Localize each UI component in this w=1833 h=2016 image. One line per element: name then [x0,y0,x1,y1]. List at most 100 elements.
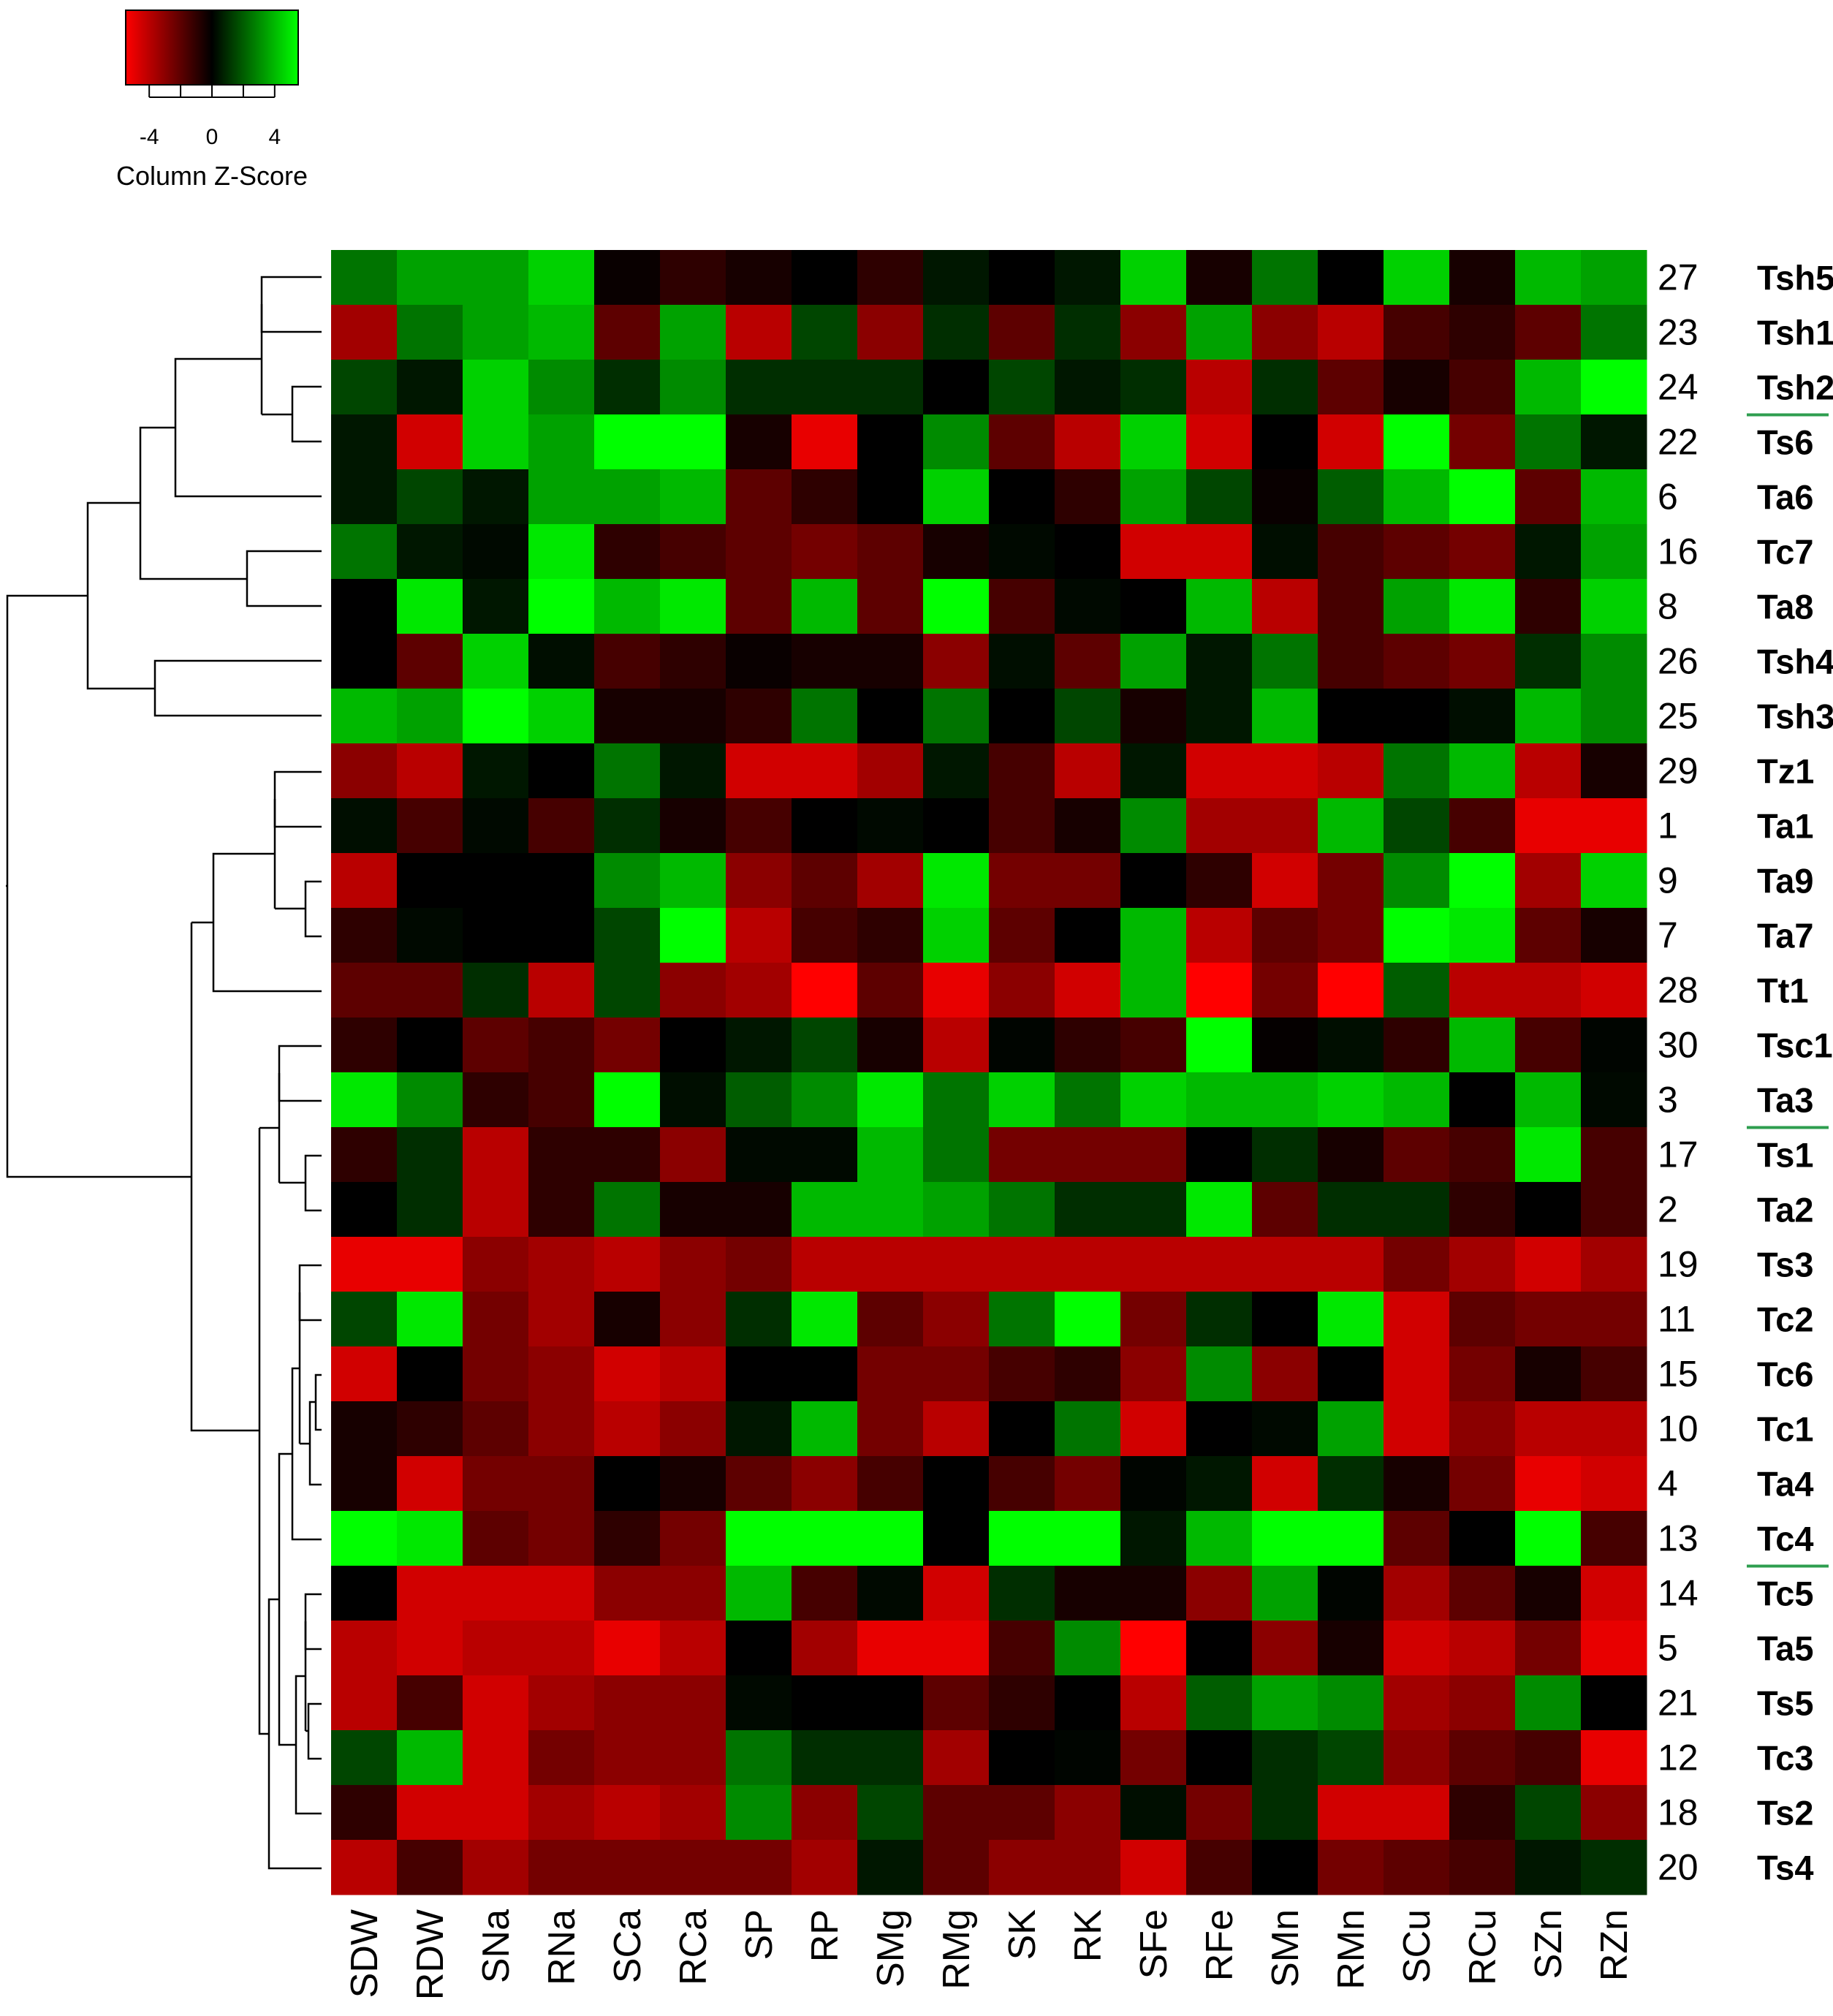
color-key: -4 0 4 Column Z-Score [116,10,308,191]
row-label: Ts2 [1757,1794,1814,1833]
heatmap-cell [660,963,726,1018]
heatmap-cell [660,250,726,306]
heatmap-cell [397,469,463,525]
heatmap-cell [397,1840,463,1895]
heatmap-cell [528,798,595,854]
heatmap-cell [463,908,529,963]
heatmap-cell [1515,1292,1582,1347]
heatmap-cell [792,743,858,799]
color-key-tick-label: -4 [140,125,159,149]
heatmap-cell [1186,634,1253,689]
heatmap-cell [1384,469,1450,525]
heatmap-cell [594,798,661,854]
heatmap-cell [1449,634,1516,689]
heatmap-cell [1515,250,1582,306]
heatmap-cell [528,1456,595,1512]
heatmap-cell [528,963,595,1018]
heatmap-cell [397,853,463,909]
heatmap-cell [1449,853,1516,909]
heatmap-cell [397,1237,463,1292]
heatmap-cell [1581,1018,1647,1073]
heatmap-cell [594,1072,661,1128]
heatmap-cell [594,908,661,963]
heatmap-cell [923,1730,990,1786]
heatmap-cell [1581,1346,1647,1402]
column-label: SMg [870,1909,912,1987]
heatmap-cell [1449,579,1516,634]
row-label: Tsh4 [1757,643,1833,681]
heatmap-cell [1581,1182,1647,1238]
heatmap-cell [923,414,990,470]
heatmap-cell [660,634,726,689]
row-number: 15 [1658,1354,1699,1395]
heatmap-cell [857,743,924,799]
heatmap-cell [1581,360,1647,415]
heatmap-cell [397,1730,463,1786]
heatmap-cell [1252,579,1318,634]
heatmap-cell [792,1072,858,1128]
heatmap-cell [1120,1182,1187,1238]
heatmap-cell [1581,798,1647,854]
heatmap-cell [923,689,990,744]
heatmap-cell [528,743,595,799]
heatmap-cell [857,1840,924,1895]
heatmap-cell [1120,634,1187,689]
heatmap-cell [857,414,924,470]
heatmap-cell [594,524,661,580]
heatmap-cell [1581,414,1647,470]
heatmap-cell [594,414,661,470]
heatmap-cell [463,1456,529,1512]
heatmap-cell [1449,1292,1516,1347]
heatmap-cell [397,963,463,1018]
heatmap-cell [989,689,1055,744]
heatmap-cell [1120,360,1187,415]
heatmap-cell [1055,798,1121,854]
heatmap-cell [528,1401,595,1457]
heatmap-cell [660,1511,726,1566]
heatmap-cell [1384,689,1450,744]
row-label: Ta3 [1757,1081,1814,1120]
heatmap-cell [1318,1072,1384,1128]
row-number: 18 [1658,1792,1699,1833]
heatmap-cell [1252,1018,1318,1073]
heatmap-cell [923,1237,990,1292]
heatmap-cell [1318,469,1384,525]
heatmap-cell [792,853,858,909]
heatmap-cell [1384,853,1450,909]
heatmap-cell [528,305,595,360]
heatmap-cell [1055,524,1121,580]
heatmap-cell [792,1730,858,1786]
row-label: Ta5 [1757,1629,1814,1668]
heatmap-cell [594,1456,661,1512]
heatmap-cell [331,908,398,963]
heatmap-cell [1186,798,1253,854]
heatmap-cell [857,634,924,689]
row-label: Tc1 [1757,1410,1814,1449]
row-number: 16 [1658,531,1699,572]
heatmap-cell [726,360,792,415]
heatmap-cell [1055,414,1121,470]
heatmap-cell [1186,1182,1253,1238]
heatmap-cell [1186,524,1253,580]
heatmap-cell [792,305,858,360]
heatmap-cell [1581,579,1647,634]
heatmap-cell [923,963,990,1018]
heatmap-cell [1449,689,1516,744]
heatmap-cell [1252,1785,1318,1841]
heatmap-cell [1055,1401,1121,1457]
heatmap-cell [1055,1292,1121,1347]
heatmap-cell [397,908,463,963]
heatmap-cell [1515,1840,1582,1895]
heatmap-cell [1515,1456,1582,1512]
column-label: RK [1067,1909,1109,1963]
heatmap-cell [989,1730,1055,1786]
heatmap-cell [1449,360,1516,415]
heatmap-cell [1581,469,1647,525]
heatmap-cell [1384,908,1450,963]
heatmap-cell [1120,1511,1187,1566]
heatmap-cell [1318,689,1384,744]
heatmap-cell [660,1292,726,1347]
heatmap-cell [1515,524,1582,580]
heatmap-cell [1055,1675,1121,1731]
